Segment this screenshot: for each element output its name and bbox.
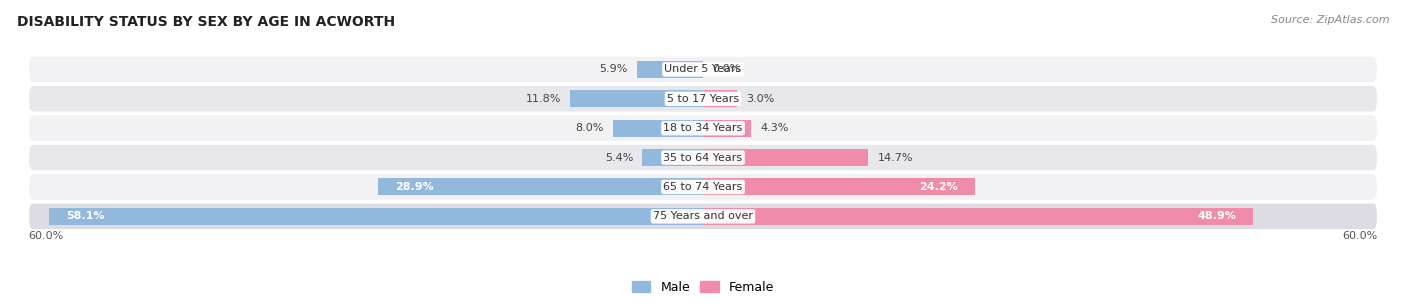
Text: 4.3%: 4.3% [761,123,789,133]
Text: 0.0%: 0.0% [711,64,740,74]
Text: 5 to 17 Years: 5 to 17 Years [666,94,740,104]
Text: 48.9%: 48.9% [1198,211,1236,221]
Text: 58.1%: 58.1% [66,211,105,221]
FancyBboxPatch shape [28,173,1378,201]
Text: 18 to 34 Years: 18 to 34 Years [664,123,742,133]
FancyBboxPatch shape [28,144,1378,171]
Bar [703,149,869,166]
Text: 60.0%: 60.0% [28,231,63,241]
Text: 5.9%: 5.9% [599,64,627,74]
Text: 3.0%: 3.0% [745,94,773,104]
Text: 24.2%: 24.2% [920,182,959,192]
Text: 35 to 64 Years: 35 to 64 Years [664,153,742,163]
Text: 28.9%: 28.9% [395,182,433,192]
FancyBboxPatch shape [28,202,1378,230]
Text: 65 to 74 Years: 65 to 74 Years [664,182,742,192]
Bar [378,178,703,195]
Text: Source: ZipAtlas.com: Source: ZipAtlas.com [1271,15,1389,25]
Bar [703,208,1253,225]
Text: 60.0%: 60.0% [1343,231,1378,241]
Bar [643,149,703,166]
Text: 11.8%: 11.8% [526,94,561,104]
Bar [613,120,703,137]
Text: 14.7%: 14.7% [877,153,912,163]
FancyBboxPatch shape [28,114,1378,142]
Text: DISABILITY STATUS BY SEX BY AGE IN ACWORTH: DISABILITY STATUS BY SEX BY AGE IN ACWOR… [17,15,395,29]
Bar [637,61,703,78]
Text: 5.4%: 5.4% [605,153,633,163]
Bar [703,90,737,107]
Bar [703,178,976,195]
FancyBboxPatch shape [28,56,1378,83]
Bar [49,208,703,225]
Bar [571,90,703,107]
FancyBboxPatch shape [28,85,1378,112]
Legend: Male, Female: Male, Female [627,276,779,299]
Text: 8.0%: 8.0% [575,123,605,133]
Text: 75 Years and over: 75 Years and over [652,211,754,221]
Bar [703,120,751,137]
Text: Under 5 Years: Under 5 Years [665,64,741,74]
